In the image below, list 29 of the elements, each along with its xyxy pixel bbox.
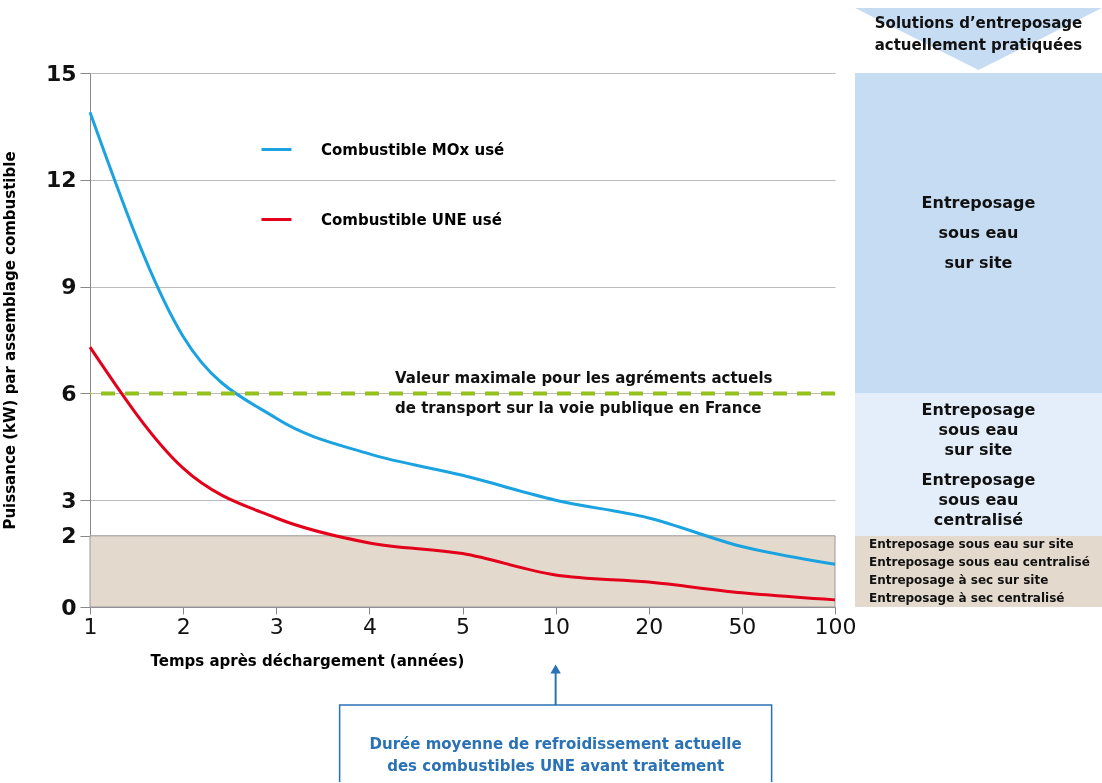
line-series <box>88 345 837 602</box>
text: Solutions d’entreposage actuellement pratiquées <box>874 13 1083 56</box>
x-tick-label: 4 <box>362 613 377 639</box>
text: Entreposage sous eau sur site <box>921 399 1036 460</box>
x-axis-title: Temps après déchargement (années) <box>150 651 465 670</box>
y-axis-title: Puissance (kW) par assemblage combustible <box>0 151 19 530</box>
y-tick-label: 2 <box>61 523 77 549</box>
text: Entreposage sous eau sur site Entreposage sous eau centralisé Entreposage à sec sur site Entreposage à sec centralisé <box>869 536 1090 608</box>
y-tick-label: 9 <box>61 274 77 300</box>
x-tick-label: 100 <box>814 613 857 639</box>
text: Entreposage sous eau sur site <box>921 192 1036 275</box>
legend-label: Combustible MOx usé <box>321 140 505 159</box>
legend-label: Combustible UNE usé <box>321 210 502 229</box>
x-tick-label: 2 <box>176 613 191 639</box>
y-tick-label: 12 <box>45 167 77 193</box>
x-tick-label: 10 <box>542 613 571 639</box>
y-tick-label: 6 <box>61 380 77 406</box>
x-tick-label: 20 <box>635 613 664 639</box>
x-tick-label: 3 <box>269 613 284 639</box>
y-tick-label: 3 <box>61 487 77 513</box>
text: Entreposage sous eau centralisé <box>921 469 1036 530</box>
x-tick-label: 50 <box>728 613 757 639</box>
ref-line-label: Valeur maximale pour les agréments actuels de transport sur la voie publique en France <box>395 369 773 418</box>
text: Durée moyenne de refroidissement actuelle des combustibles UNE avant traitement <box>369 735 742 775</box>
y-tick-label: 15 <box>45 60 77 86</box>
y-tick-label: 0 <box>61 594 77 620</box>
x-tick-label: 1 <box>83 613 98 639</box>
x-tick-label: 5 <box>456 613 470 639</box>
line-series <box>88 110 837 566</box>
